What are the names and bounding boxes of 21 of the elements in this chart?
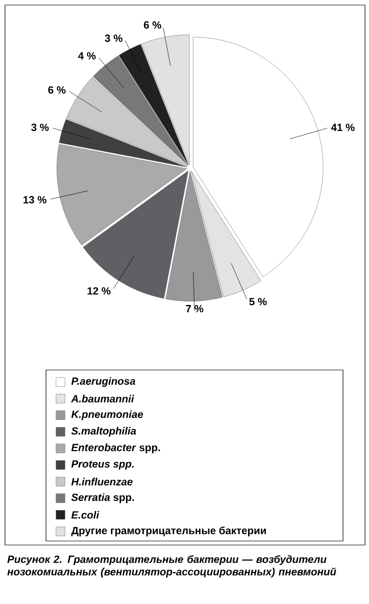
legend-label: Serratia spp.	[71, 493, 134, 504]
text: Рисунок 2. Грамотрицательные бактерии — возбудители нозокомиальных (вентилятор-ассоциированных) пневмоний	[7, 555, 336, 578]
legend-label: Proteus spp.	[71, 460, 134, 470]
data-label: 6 %	[144, 21, 162, 29]
legend-label: P.aeruginosa	[71, 377, 136, 387]
legend-label: Enterobacter spp.	[71, 444, 160, 454]
data-label: 12 %	[88, 287, 110, 295]
legend-label: Другие грамотрицательные бактерии	[71, 526, 266, 536]
data-label: 13 %	[24, 196, 46, 204]
legend-label: A.baumannii	[70, 394, 134, 402]
data-label: 5 %	[249, 298, 267, 306]
legend-label: H.influenzae	[71, 478, 133, 486]
data-label: 6 %	[48, 86, 66, 94]
data-label: 3 %	[104, 34, 122, 42]
data-label: 4 %	[78, 52, 96, 60]
legend-label: S.maltophilia	[71, 426, 136, 437]
legend-label: K.pneumoniae	[71, 410, 143, 420]
data-label: 7 %	[186, 304, 204, 312]
data-label: 41 %	[331, 124, 355, 132]
data-label: 3 %	[31, 124, 49, 132]
legend-label: E.coli	[71, 510, 100, 519]
